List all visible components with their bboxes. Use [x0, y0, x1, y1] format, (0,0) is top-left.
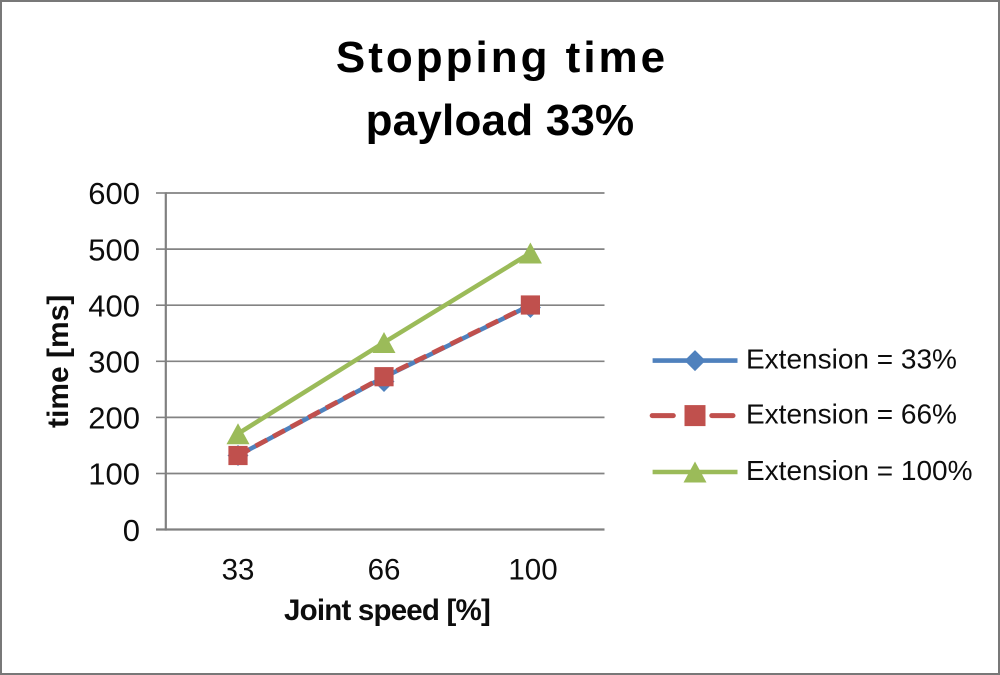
svg-text:400: 400	[88, 288, 140, 323]
svg-text:payload 33%: payload 33%	[366, 96, 635, 145]
svg-text:200: 200	[88, 401, 140, 436]
svg-text:600: 600	[88, 176, 140, 211]
svg-text:0: 0	[123, 513, 140, 548]
svg-text:300: 300	[88, 345, 140, 380]
svg-text:100: 100	[88, 457, 140, 492]
svg-text:Stopping time: Stopping time	[336, 33, 668, 82]
svg-text:Extension = 66%: Extension = 66%	[746, 399, 957, 430]
svg-text:100: 100	[508, 554, 557, 587]
svg-text:500: 500	[88, 232, 140, 267]
svg-text:Extension = 100%: Extension = 100%	[746, 455, 973, 486]
svg-text:time [ms]: time [ms]	[42, 295, 75, 428]
svg-text:33: 33	[222, 554, 255, 587]
svg-text:66: 66	[368, 554, 401, 587]
svg-text:Extension = 33%: Extension = 33%	[746, 344, 957, 375]
svg-text:Joint speed [%]: Joint speed [%]	[284, 594, 490, 627]
